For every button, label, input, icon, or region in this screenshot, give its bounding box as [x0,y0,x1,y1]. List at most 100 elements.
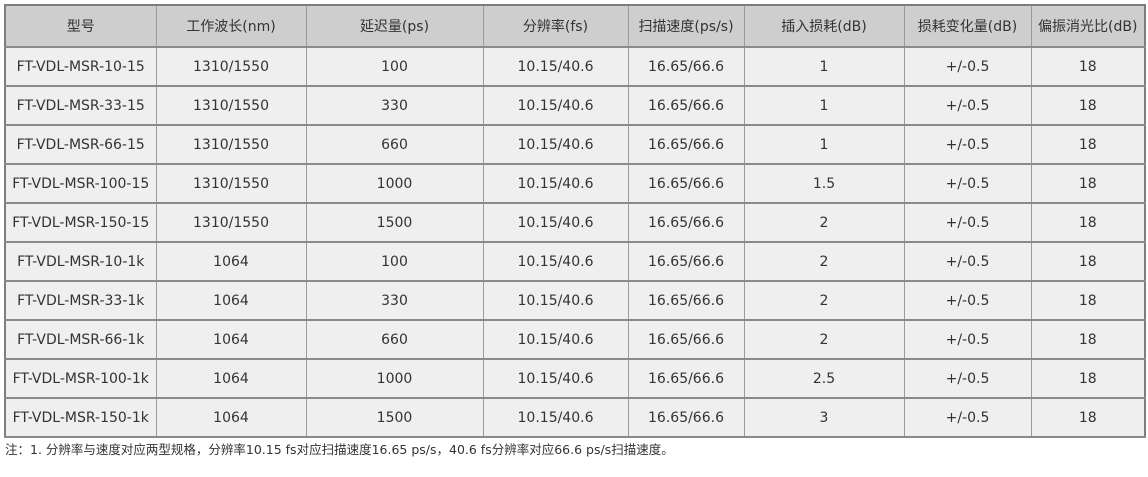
table-cell: 10.15/40.6 [482,163,629,204]
table-cell: 1310/1550 [155,202,307,243]
table-cell: 18 [1030,202,1146,243]
table-cell: 1000 [305,163,484,204]
table-cell: +/-0.5 [903,85,1032,126]
column-header: 插入损耗(dB) [743,5,905,48]
table-cell: 1 [743,124,905,165]
table-cell: 16.65/66.6 [627,163,745,204]
table-cell: 18 [1030,241,1146,282]
table-cell: 1064 [155,241,307,282]
table-cell: FT-VDL-MSR-100-15 [4,163,157,204]
table-cell: 16.65/66.6 [627,85,745,126]
table-cell: 330 [305,85,484,126]
table-cell: 16.65/66.6 [627,280,745,321]
table-cell: +/-0.5 [903,163,1032,204]
table-row: FT-VDL-MSR-10-1k 1064 100 10.15/40.6 16.65/6… [4,241,1146,282]
table-cell: 2.5 [743,358,905,399]
table-row: FT-VDL-MSR-100-1k 1064 1000 10.15/40.6 16.65… [4,358,1146,399]
column-header: 延迟量(ps) [305,5,484,48]
table-cell: 16.65/66.6 [627,46,745,87]
table-row: FT-VDL-MSR-150-15 1310/1550 1500 10.15/40.6… [4,202,1146,243]
table-cell: 1 [743,85,905,126]
table-cell: 2 [743,280,905,321]
table-cell: +/-0.5 [903,397,1032,438]
table-cell: 10.15/40.6 [482,85,629,126]
table-cell: 1064 [155,319,307,360]
table-cell: 16.65/66.6 [627,241,745,282]
table-cell: +/-0.5 [903,358,1032,399]
table-cell: 16.65/66.6 [627,397,745,438]
table-cell: FT-VDL-MSR-150-15 [4,202,157,243]
table-cell: 2 [743,241,905,282]
table-cell: 10.15/40.6 [482,202,629,243]
table-cell: 18 [1030,124,1146,165]
table-row: FT-VDL-MSR-66-15 1310/1550 660 10.15/40.6 16… [4,124,1146,165]
table-row: FT-VDL-MSR-33-1k 1064 330 10.15/40.6 16.65/6… [4,280,1146,321]
table-cell: 1064 [155,280,307,321]
table-cell: FT-VDL-MSR-100-1k [4,358,157,399]
table-cell: +/-0.5 [903,46,1032,87]
table-cell: 1064 [155,397,307,438]
table-cell: +/-0.5 [903,202,1032,243]
table-cell: 1500 [305,202,484,243]
table-cell: 2 [743,202,905,243]
column-header: 扫描速度(ps/s) [627,5,745,48]
table-cell: 330 [305,280,484,321]
table-cell: 16.65/66.6 [627,358,745,399]
table-cell: 1500 [305,397,484,438]
table-cell: 16.65/66.6 [627,202,745,243]
table-cell: +/-0.5 [903,319,1032,360]
table-cell: 100 [305,46,484,87]
table-cell: 18 [1030,280,1146,321]
table-header-row: 型号 工作波长(nm) 延迟量(ps) 分辨率(fs) 扫描速度(ps/s) 插入损耗(d… [4,5,1146,48]
table-cell: 10.15/40.6 [482,46,629,87]
table-cell: FT-VDL-MSR-33-1k [4,280,157,321]
table-cell: 1 [743,46,905,87]
table-cell: 10.15/40.6 [482,241,629,282]
table-cell: 16.65/66.6 [627,319,745,360]
table-cell: +/-0.5 [903,124,1032,165]
table-cell: 1.5 [743,163,905,204]
table-cell: 18 [1030,46,1146,87]
table-cell: FT-VDL-MSR-10-1k [4,241,157,282]
table-cell: 660 [305,124,484,165]
column-header: 损耗变化量(dB) [903,5,1032,48]
table-row: FT-VDL-MSR-100-15 1310/1550 1000 10.15/40.6… [4,163,1146,204]
table-cell: 18 [1030,85,1146,126]
table-cell: 18 [1030,163,1146,204]
table-cell: 1310/1550 [155,163,307,204]
table-row: FT-VDL-MSR-33-15 1310/1550 330 10.15/40.6 16… [4,85,1146,126]
table-cell: FT-VDL-MSR-10-15 [4,46,157,87]
table-cell: 10.15/40.6 [482,358,629,399]
table-cell: 2 [743,319,905,360]
column-header: 工作波长(nm) [155,5,307,48]
column-header: 偏振消光比(dB) [1030,5,1146,48]
table-cell: 100 [305,241,484,282]
table-row: FT-VDL-MSR-10-15 1310/1550 100 10.15/40.6 16… [4,46,1146,87]
table-cell: 18 [1030,397,1146,438]
spec-table: 型号 工作波长(nm) 延迟量(ps) 分辨率(fs) 扫描速度(ps/s) 插入损耗(d… [4,4,1146,438]
table-cell: 1310/1550 [155,124,307,165]
column-header: 型号 [4,5,157,48]
table-cell: 1000 [305,358,484,399]
table-cell: 10.15/40.6 [482,319,629,360]
table-cell: 10.15/40.6 [482,280,629,321]
table-cell: 10.15/40.6 [482,124,629,165]
table-footnote: 注：1. 分辨率与速度对应两型规格，分辨率10.15 fs对应扫描速度16.65… [5,442,674,457]
table-cell: FT-VDL-MSR-150-1k [4,397,157,438]
table-cell: 1310/1550 [155,85,307,126]
table-row: FT-VDL-MSR-66-1k 1064 660 10.15/40.6 16.65/6… [4,319,1146,360]
table-cell: 660 [305,319,484,360]
table-cell: +/-0.5 [903,280,1032,321]
table-row: FT-VDL-MSR-150-1k 1064 1500 10.15/40.6 16.65… [4,397,1146,438]
table-cell: 1064 [155,358,307,399]
table-cell: 18 [1030,358,1146,399]
table-cell: FT-VDL-MSR-33-15 [4,85,157,126]
table-cell: +/-0.5 [903,241,1032,282]
table-cell: 10.15/40.6 [482,397,629,438]
table-cell: 3 [743,397,905,438]
table-cell: 1310/1550 [155,46,307,87]
table-cell: FT-VDL-MSR-66-15 [4,124,157,165]
table-cell: 16.65/66.6 [627,124,745,165]
table-cell: FT-VDL-MSR-66-1k [4,319,157,360]
